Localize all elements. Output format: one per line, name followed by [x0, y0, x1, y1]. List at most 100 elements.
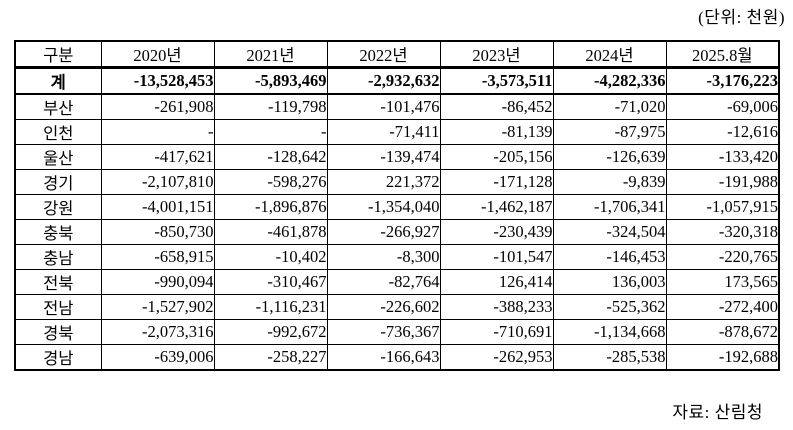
data-cell: -2,932,632 [326, 67, 441, 95]
data-cell: -139,474 [326, 144, 441, 170]
total-row: 계 -13,528,453 -5,893,469 -2,932,632 -3,573,5… [14, 67, 780, 95]
row-label: 부산 [14, 93, 102, 120]
data-cell: -1,057,915 [665, 194, 780, 220]
data-cell: -9,839 [552, 169, 667, 195]
data-cell: -81,139 [439, 119, 554, 145]
data-cell: -262,953 [439, 344, 554, 371]
table-row: 충북 -850,730 -461,878 -266,927 -230,439 -324,5… [14, 219, 780, 245]
data-cell: -1,134,668 [552, 319, 667, 345]
table-row: 전남 -1,527,902 -1,116,231 -226,602 -388,233 -5… [14, 294, 780, 320]
data-cell: -191,988 [665, 169, 780, 195]
data-cell: -230,439 [439, 219, 554, 245]
row-label: 경기 [14, 169, 102, 195]
data-cell: -736,367 [326, 319, 441, 345]
row-label: 충남 [14, 244, 102, 270]
row-label: 인천 [14, 119, 102, 145]
header-cell: 2023년 [439, 40, 554, 69]
data-cell: -324,504 [552, 219, 667, 245]
table-row: 강원 -4,001,151 -1,896,876 -1,354,040 -1,462,1… [14, 194, 780, 220]
data-cell: -710,691 [439, 319, 554, 345]
data-cell: -320,318 [665, 219, 780, 245]
data-cell: -3,573,511 [439, 67, 554, 95]
data-cell: -133,420 [665, 144, 780, 170]
data-cell: -5,893,469 [213, 67, 328, 95]
data-cell: -1,706,341 [552, 194, 667, 220]
data-cell: -69,006 [665, 93, 780, 120]
data-cell: -12,616 [665, 119, 780, 145]
data-cell: -1,896,876 [213, 194, 328, 220]
data-cell: -266,927 [326, 219, 441, 245]
data-cell: -101,547 [439, 244, 554, 270]
table-row: 경기 -2,107,810 -598,276 221,372 -171,128 -9,83… [14, 169, 780, 195]
data-cell: -417,621 [100, 144, 215, 170]
data-cell: -166,643 [326, 344, 441, 371]
data-cell: -992,672 [213, 319, 328, 345]
table-row: 전북 -990,094 -310,467 -82,764 126,414 136,003 1… [14, 269, 780, 295]
table-row: 울산 -417,621 -128,642 -139,474 -205,156 -126,6… [14, 144, 780, 170]
header-cell: 2022년 [326, 40, 441, 69]
data-cell: 126,414 [439, 269, 554, 295]
regional-data-table: 구분 2020년 2021년 2022년 2023년 2024년 2025.8월 계 -13,… [14, 40, 780, 371]
data-cell: 136,003 [552, 269, 667, 295]
data-cell: -1,354,040 [326, 194, 441, 220]
data-cell: -4,001,151 [100, 194, 215, 220]
data-cell: -1,116,231 [213, 294, 328, 320]
table-row: 경남 -639,006 -258,227 -166,643 -262,953 -285,5… [14, 344, 780, 371]
row-label: 울산 [14, 144, 102, 170]
row-label: 전남 [14, 294, 102, 320]
row-label: 계 [14, 67, 102, 95]
data-cell: -1,462,187 [439, 194, 554, 220]
data-cell: -461,878 [213, 219, 328, 245]
data-cell: -86,452 [439, 93, 554, 120]
data-cell: -71,411 [326, 119, 441, 145]
header-cell: 2020년 [100, 40, 215, 69]
table-header: 구분 2020년 2021년 2022년 2023년 2024년 2025.8월 [14, 40, 780, 69]
header-cell: 2025.8월 [665, 40, 780, 69]
header-cell: 구분 [14, 40, 102, 69]
data-cell: -878,672 [665, 319, 780, 345]
data-cell: -205,156 [439, 144, 554, 170]
data-cell: -101,476 [326, 93, 441, 120]
data-cell: -272,400 [665, 294, 780, 320]
data-cell: -82,764 [326, 269, 441, 295]
data-cell: -258,227 [213, 344, 328, 371]
data-cell: -639,006 [100, 344, 215, 371]
row-label: 강원 [14, 194, 102, 220]
data-cell: -658,915 [100, 244, 215, 270]
source-label: 자료: 산림청 [672, 403, 763, 422]
data-cell: -119,798 [213, 93, 328, 120]
data-cell: -220,765 [665, 244, 780, 270]
data-cell: -4,282,336 [552, 67, 667, 95]
data-cell: 221,372 [326, 169, 441, 195]
data-cell: -850,730 [100, 219, 215, 245]
data-cell: - [213, 119, 328, 145]
table-row: 경북 -2,073,316 -992,672 -736,367 -710,691 -1,1… [14, 319, 780, 345]
table-body: 계 -13,528,453 -5,893,469 -2,932,632 -3,573,5… [14, 67, 780, 371]
data-cell: -10,402 [213, 244, 328, 270]
data-cell: -990,094 [100, 269, 215, 295]
unit-label: (단위: 천원) [698, 8, 785, 27]
data-cell: -192,688 [665, 344, 780, 371]
data-cell: -525,362 [552, 294, 667, 320]
row-label: 경북 [14, 319, 102, 345]
data-cell: -146,453 [552, 244, 667, 270]
data-cell: -87,975 [552, 119, 667, 145]
data-cell: -8,300 [326, 244, 441, 270]
data-cell: -226,602 [326, 294, 441, 320]
data-cell: -388,233 [439, 294, 554, 320]
data-cell: -598,276 [213, 169, 328, 195]
table-row: 충남 -658,915 -10,402 -8,300 -101,547 -146,453-… [14, 244, 780, 270]
table-row: 인천 - - -71,411 -81,139 -87,975 -12,616 [14, 119, 780, 145]
row-label: 충북 [14, 219, 102, 245]
data-cell: -285,538 [552, 344, 667, 371]
data-cell: -126,639 [552, 144, 667, 170]
header-cell: 2024년 [552, 40, 667, 69]
data-cell: -1,527,902 [100, 294, 215, 320]
data-cell: -128,642 [213, 144, 328, 170]
row-label: 전북 [14, 269, 102, 295]
data-cell: - [100, 119, 215, 145]
data-cell: -261,908 [100, 93, 215, 120]
row-label: 경남 [14, 344, 102, 371]
data-cell: -171,128 [439, 169, 554, 195]
header-row: 구분 2020년 2021년 2022년 2023년 2024년 2025.8월 [14, 40, 780, 69]
